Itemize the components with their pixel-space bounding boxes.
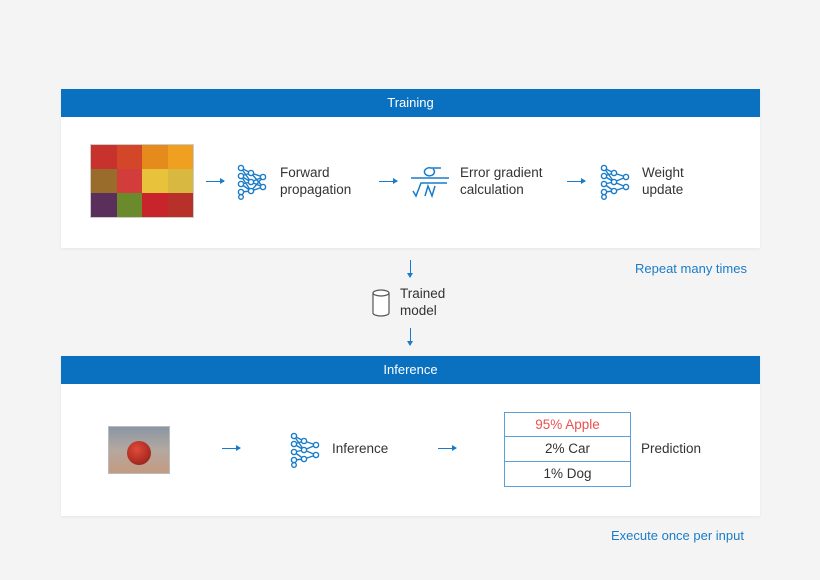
inference-panel: Inference [61, 356, 760, 516]
prediction-label: Prediction [641, 441, 702, 456]
step-weight-update: Weight update [642, 165, 684, 197]
inference-step-label: Inference [332, 441, 389, 456]
repeat-note: Repeat many times [635, 261, 747, 276]
execute-note: Execute once per input [611, 528, 744, 543]
arrow-right [222, 445, 241, 451]
fruit-images-grid [90, 144, 194, 218]
prediction-row: 2% Car [505, 437, 630, 462]
step-forward-propagation: Forward propagation [280, 165, 352, 197]
training-header: Training [61, 89, 760, 117]
prediction-row: 1% Dog [543, 465, 592, 481]
trained-model-label: Trained model [400, 286, 446, 318]
neural-network-icon [237, 164, 267, 200]
arrow-down [407, 260, 413, 278]
arrow-down [407, 328, 413, 346]
sigma-sqrt-n-icon [411, 167, 449, 199]
step-error-gradient: Error gradient calculation [460, 165, 543, 197]
prediction-row: 95% Apple [505, 413, 630, 438]
inference-header: Inference [61, 356, 760, 384]
prediction-table: 95% Apple 2% Car 1% Dog [504, 412, 631, 487]
cylinder-icon [372, 289, 390, 317]
apple-image [108, 426, 170, 474]
arrow-right [567, 178, 586, 184]
neural-network-icon [290, 432, 320, 468]
arrow-right [438, 445, 457, 451]
arrow-right [206, 178, 225, 184]
neural-network-icon [600, 164, 630, 200]
arrow-right [379, 178, 398, 184]
